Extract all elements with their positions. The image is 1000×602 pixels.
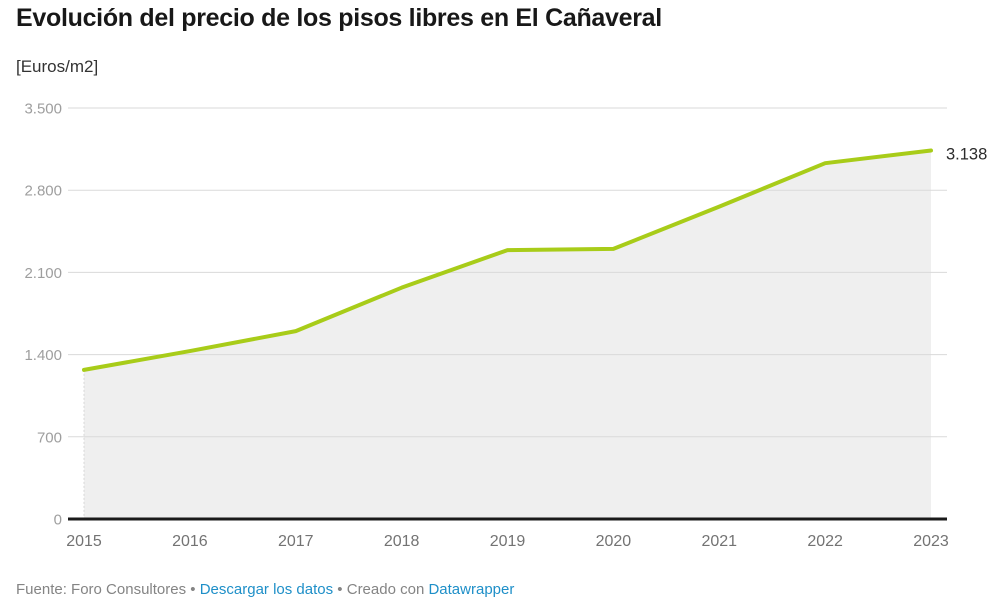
area-fill <box>84 150 931 519</box>
separator-dot: • <box>337 581 343 598</box>
x-tick-label: 2017 <box>278 533 314 550</box>
end-value-label: 3.138 <box>946 146 987 164</box>
x-tick-label: 2018 <box>384 533 420 550</box>
footer: Fuente: Foro Consultores • Descargar los… <box>16 581 514 598</box>
source-name: Foro Consultores <box>71 581 187 598</box>
y-tick-label: 0 <box>54 512 62 529</box>
attribution-text: Creado con <box>346 581 425 598</box>
datawrapper-link[interactable]: Datawrapper <box>428 581 515 598</box>
price-line <box>82 148 933 372</box>
download-data-link[interactable]: Descargar los datos <box>199 581 334 598</box>
y-tick-label: 3.500 <box>24 101 62 118</box>
separator-dot: • <box>190 581 196 598</box>
x-tick-label: 2015 <box>66 533 102 550</box>
y-tick-label: 2.100 <box>24 265 62 282</box>
chart-unit-subtitle: [Euros/m2] <box>16 57 99 76</box>
x-tick-label: 2016 <box>172 533 208 550</box>
chart-title: Evolución del precio de los pisos libres… <box>16 4 662 32</box>
y-tick-label: 700 <box>37 429 62 446</box>
y-tick-label: 2.800 <box>24 183 62 200</box>
x-tick-label: 2023 <box>913 533 949 550</box>
x-tick-label: 2021 <box>701 533 737 550</box>
x-tick-label: 2022 <box>807 533 843 550</box>
x-tick-label: 2019 <box>490 533 526 550</box>
y-tick-label: 1.400 <box>24 347 62 364</box>
source-label: Fuente: <box>16 581 67 598</box>
x-tick-label: 2020 <box>596 533 632 550</box>
